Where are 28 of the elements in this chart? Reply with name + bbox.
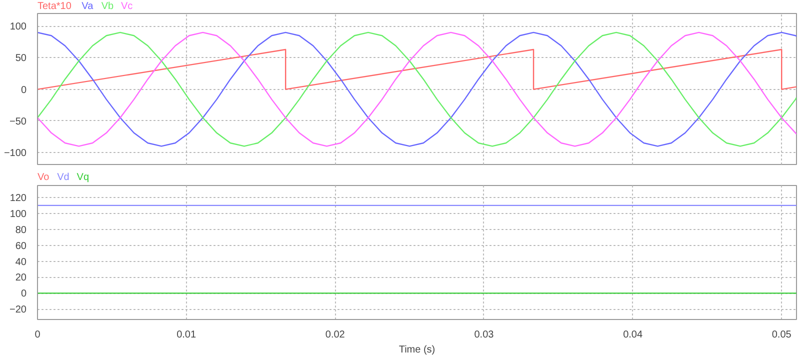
x-tick-label: 0.01 [176,330,196,340]
text: Vb [101,1,114,12]
y-tick-label: −50 [10,116,27,128]
y-tick-label: 80 [15,224,27,236]
y-tick-label: 50 [15,53,27,64]
y-tick-label: 20 [15,272,27,284]
x-tick-label: 0.03 [474,330,494,340]
text: Vd [57,172,70,183]
y-tick-label: 60 [15,240,27,252]
y-tick-label: −100 [4,148,27,159]
y-tick-label: 0 [20,288,27,300]
text: Va [82,1,94,12]
text: Teta*10 [38,1,72,12]
y-tick-label: 100 [10,208,27,220]
y-tick-label: 40 [15,256,27,268]
y-tick-label: 0 [20,84,27,96]
legend-label: Vo [38,172,50,183]
y-tick-label: 100 [10,22,27,33]
line-series [38,32,796,147]
text: Vq [76,172,90,183]
y-tick-label: −20 [10,304,27,316]
x-tick-label: 0 [34,330,41,340]
y-tick-label: 120 [10,192,27,204]
x-axis-title: Time (s) [398,344,436,356]
x-tick-label: 0.05 [772,330,792,340]
x-tick-label: 0.02 [325,330,346,340]
text: Vc [120,1,133,12]
x-tick-label: 0.04 [623,330,643,340]
